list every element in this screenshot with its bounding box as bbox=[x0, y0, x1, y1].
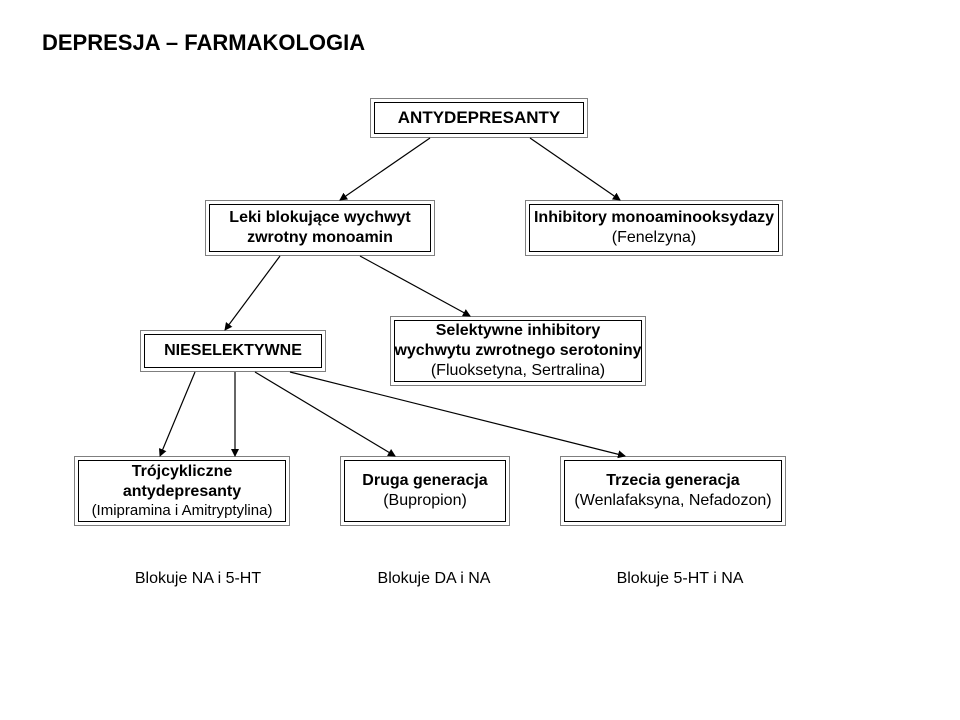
node-line: (Fluoksetyna, Sertralina) bbox=[431, 361, 605, 381]
edge-arrow bbox=[360, 256, 470, 316]
node-gen3: Trzecia generacja (Wenlafaksyna, Nefadoz… bbox=[560, 456, 786, 526]
node-tca: Trójcykliczneantydepresanty(Imipramina i… bbox=[74, 456, 290, 526]
node-line: NIESELEKTYWNE bbox=[164, 341, 302, 361]
edge-arrow bbox=[340, 138, 430, 200]
edge-arrow bbox=[225, 256, 280, 330]
edge-arrow bbox=[255, 372, 395, 456]
node-ssri: Selektywne inhibitorywychwytu zwrotnego … bbox=[390, 316, 646, 386]
node-line: (Imipramina i Amitryptylina) bbox=[92, 502, 273, 521]
edge-arrow bbox=[160, 372, 195, 456]
node-nonselective: NIESELEKTYWNE bbox=[140, 330, 326, 372]
node-line: zwrotny monoamin bbox=[247, 228, 393, 248]
node-line: (Fenelzyna) bbox=[612, 228, 696, 248]
node-line: wychwytu zwrotnego serotoniny bbox=[394, 341, 641, 361]
node-line: (Bupropion) bbox=[383, 491, 467, 511]
node-maoi: Inhibitory monoaminooksydazy(Fenelzyna) bbox=[525, 200, 783, 256]
node-root: ANTYDEPRESANTY bbox=[370, 98, 588, 138]
node-line: Trzecia generacja bbox=[606, 471, 739, 491]
caption-gen2: Blokuje DA i NA bbox=[354, 570, 514, 588]
edge-arrow bbox=[530, 138, 620, 200]
node-line: Trójcykliczne bbox=[132, 462, 233, 482]
caption-tca: Blokuje NA i 5-HT bbox=[108, 570, 288, 588]
node-line: (Wenlafaksyna, Nefadozon) bbox=[574, 491, 771, 511]
node-line: Druga generacja bbox=[362, 471, 487, 491]
node-line: Leki blokujące wychwyt bbox=[229, 208, 410, 228]
node-blockers: Leki blokujące wychwytzwrotny monoamin bbox=[205, 200, 435, 256]
page-title: DEPRESJA – FARMAKOLOGIA bbox=[42, 30, 365, 56]
node-line: Inhibitory monoaminooksydazy bbox=[534, 208, 774, 228]
node-line: ANTYDEPRESANTY bbox=[398, 107, 560, 128]
caption-gen3: Blokuje 5-HT i NA bbox=[580, 570, 780, 588]
diagram-canvas: DEPRESJA – FARMAKOLOGIA ANTYDEPRESANTY L… bbox=[0, 0, 960, 720]
node-line: Selektywne inhibitory bbox=[436, 321, 600, 341]
node-line: antydepresanty bbox=[123, 482, 241, 502]
node-gen2: Druga generacja (Bupropion) bbox=[340, 456, 510, 526]
